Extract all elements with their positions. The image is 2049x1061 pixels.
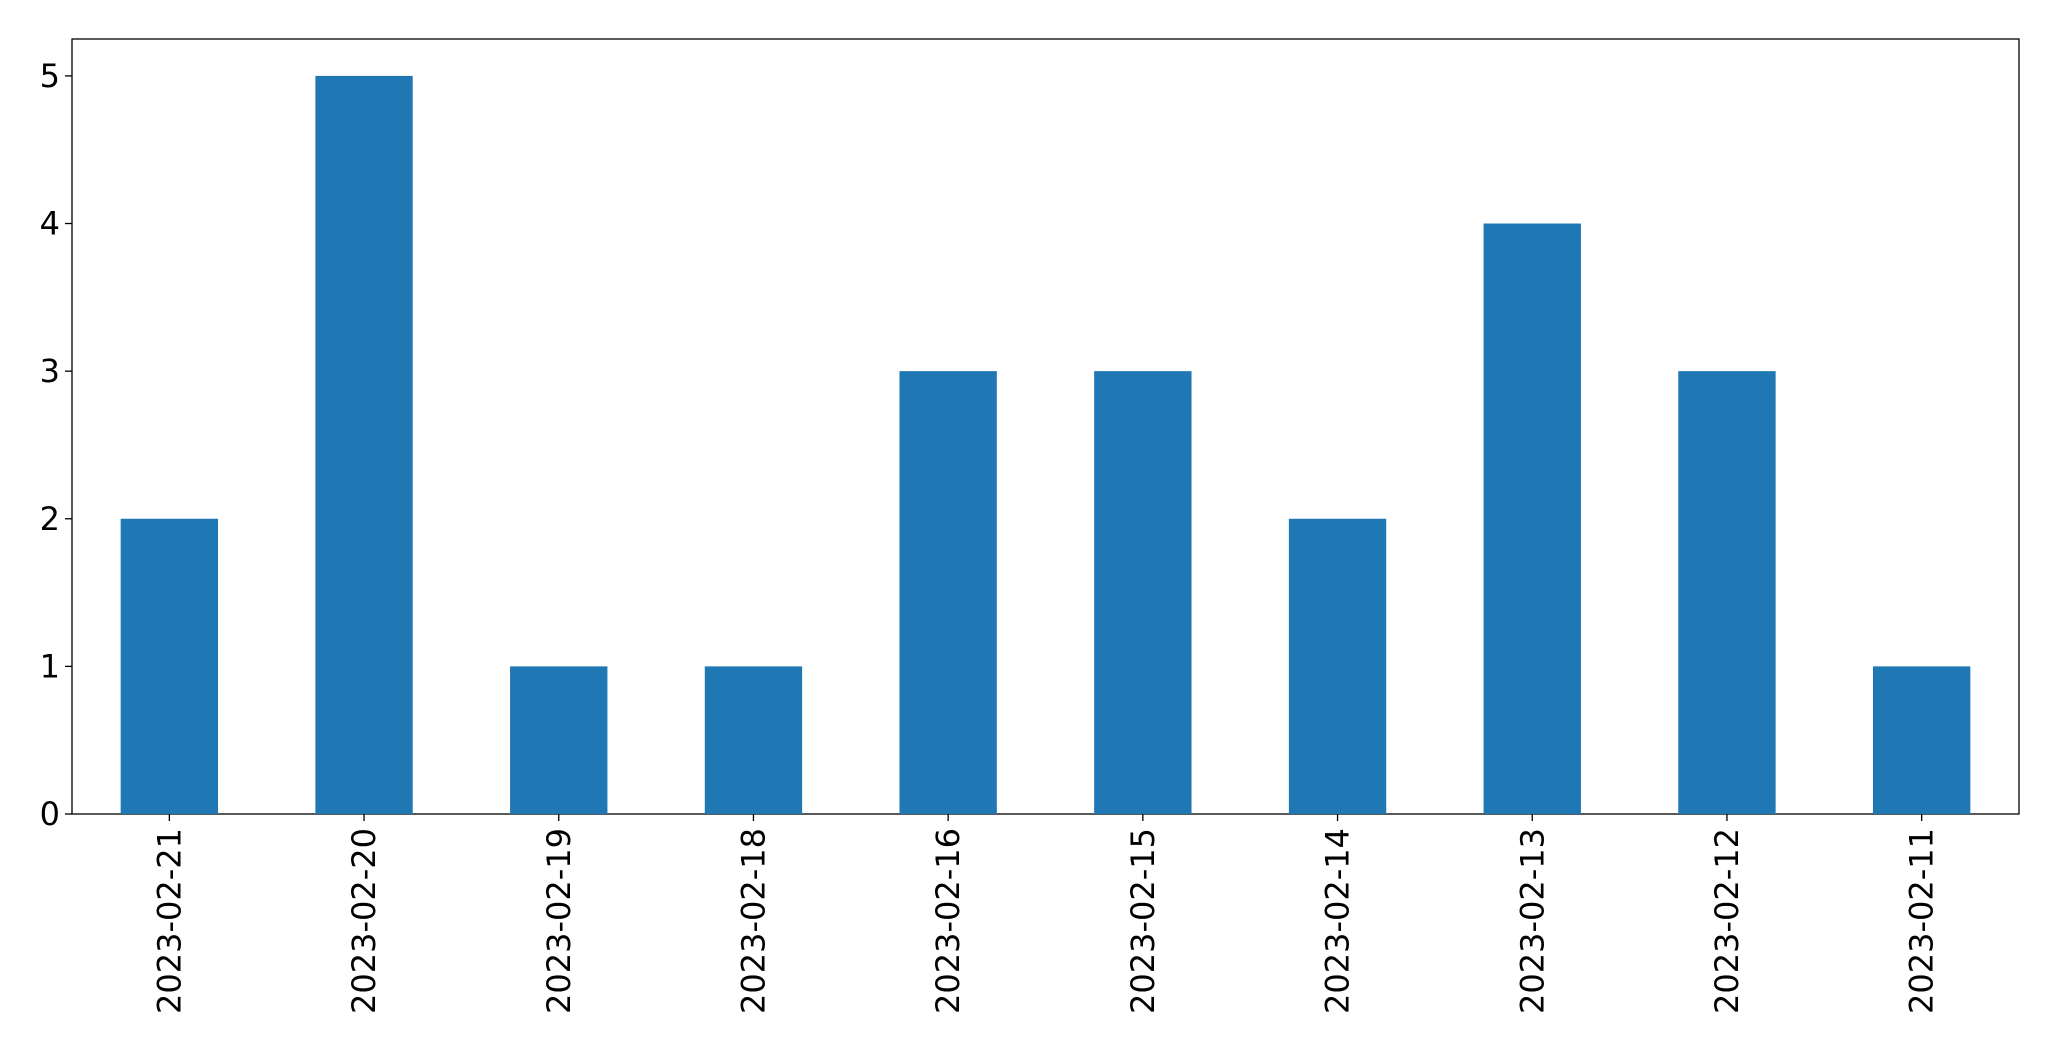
y-tick-label: 2 xyxy=(40,500,60,538)
x-tick-label: 2023-02-13 xyxy=(1513,828,1551,1014)
y-tick-label: 0 xyxy=(40,795,60,833)
plot-frame xyxy=(71,38,2020,815)
bar xyxy=(1872,666,1971,814)
x-tick-label: 2023-02-18 xyxy=(734,828,772,1014)
bar xyxy=(510,666,608,814)
x-tick-label: 2023-02-20 xyxy=(345,828,383,1014)
bar xyxy=(1288,518,1387,814)
y-tick-label: 4 xyxy=(40,205,60,243)
x-tick-label: 2023-02-12 xyxy=(1708,828,1746,1014)
x-tick-label: 2023-02-19 xyxy=(540,828,578,1014)
x-tick-label: 2023-02-15 xyxy=(1124,828,1162,1014)
x-tick-label: 2023-02-14 xyxy=(1319,828,1357,1014)
x-tick-label: 2023-02-16 xyxy=(929,828,967,1014)
y-tick-label: 1 xyxy=(40,647,60,685)
bar xyxy=(1483,223,1581,814)
bar xyxy=(315,75,413,814)
y-tick-label: 5 xyxy=(40,57,60,95)
bar xyxy=(1094,371,1192,814)
x-tick-label: 2023-02-21 xyxy=(150,828,188,1014)
bar xyxy=(899,371,997,814)
bar xyxy=(704,666,803,814)
bar xyxy=(120,518,219,814)
bar xyxy=(1678,371,1776,814)
y-tick-label: 3 xyxy=(40,352,60,390)
x-tick-label: 2023-02-11 xyxy=(1903,828,1941,1014)
